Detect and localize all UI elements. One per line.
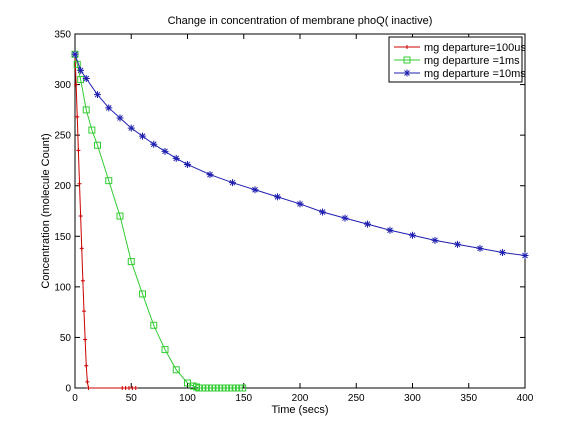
data-point — [79, 246, 84, 251]
x-tick-label: 350 — [460, 393, 477, 404]
data-point — [78, 214, 83, 219]
legend-label: mg departure =10ms — [424, 68, 526, 80]
y-tick-label: 300 — [54, 80, 71, 91]
data-point — [74, 82, 79, 87]
data-point — [80, 278, 85, 283]
data-point — [82, 106, 90, 114]
data-point — [75, 114, 80, 119]
data-point — [85, 379, 90, 384]
data-point — [251, 186, 259, 194]
x-tick-label: 100 — [179, 393, 196, 404]
chart-title: Change in concentration of membrane phoQ… — [168, 15, 433, 27]
data-point — [161, 147, 169, 155]
data-point — [86, 386, 91, 390]
data-point — [83, 337, 88, 342]
data-point — [454, 240, 461, 248]
data-point — [82, 309, 86, 314]
data-point — [94, 91, 101, 99]
y-tick-label: 350 — [54, 30, 71, 41]
data-point — [274, 193, 281, 201]
y-tick-label: 250 — [54, 131, 71, 142]
y-tick-label: 100 — [54, 282, 71, 293]
x-axis-label: Time (secs) — [271, 404, 328, 416]
y-tick-label: 50 — [60, 333, 72, 344]
data-point — [116, 114, 124, 122]
data-point — [184, 160, 191, 168]
x-tick-label: 0 — [72, 393, 78, 404]
data-point — [77, 181, 82, 186]
data-point — [172, 154, 180, 162]
data-point — [405, 45, 409, 49]
data-point — [127, 386, 131, 390]
data-point — [120, 386, 125, 390]
data-point — [229, 179, 236, 187]
x-tick-label: 250 — [348, 393, 365, 404]
data-point — [161, 346, 169, 354]
legend-label: mg departure=100us — [424, 42, 526, 54]
series-1 — [73, 52, 138, 390]
x-tick-label: 200 — [292, 393, 309, 404]
data-point — [364, 220, 371, 228]
y-tick-label: 150 — [54, 232, 71, 243]
x-tick-label: 150 — [235, 393, 252, 404]
x-tick-label: 400 — [517, 393, 534, 404]
data-point — [127, 258, 135, 266]
plot-area — [74, 33, 526, 389]
series-2 — [71, 50, 247, 392]
data-point — [76, 148, 81, 153]
data-point — [521, 252, 529, 260]
legend-label: mg departure =1ms — [424, 55, 520, 67]
data-point — [403, 56, 411, 64]
data-point — [133, 386, 138, 390]
data-point — [123, 386, 128, 390]
data-point — [403, 69, 411, 77]
data-point — [130, 386, 135, 390]
series-3 — [71, 50, 529, 260]
data-point — [77, 76, 85, 84]
x-tick-label: 50 — [126, 393, 138, 404]
data-point — [341, 214, 349, 222]
y-tick-label: 200 — [54, 181, 71, 192]
data-point — [88, 126, 96, 134]
data-point — [499, 248, 506, 256]
data-point — [431, 236, 439, 244]
series-layer — [71, 50, 529, 392]
data-point — [172, 366, 180, 374]
data-point — [139, 290, 146, 298]
data-point — [84, 363, 89, 368]
data-point — [105, 177, 113, 185]
data-point — [77, 66, 85, 74]
data-point — [116, 212, 124, 220]
data-point — [239, 384, 247, 392]
data-point — [139, 132, 146, 140]
data-point — [150, 321, 158, 329]
data-point — [319, 208, 326, 216]
data-point — [476, 244, 484, 252]
data-point — [409, 231, 416, 239]
data-point — [150, 140, 158, 148]
y-axis-ticks: 0 50 100 150 200 250 300 350 — [54, 30, 525, 395]
data-point — [206, 171, 214, 179]
x-axis-ticks: 0 50 100 150 200 250 300 350 400 — [72, 34, 534, 404]
data-point — [82, 75, 90, 83]
data-point — [71, 50, 79, 58]
y-axis-label: Concentration (molecule Count) — [40, 133, 52, 288]
data-point — [127, 124, 135, 132]
y-tick-label: 0 — [65, 384, 71, 395]
data-point — [296, 200, 304, 208]
data-point — [94, 141, 101, 149]
data-point — [386, 226, 394, 234]
x-tick-label: 300 — [404, 393, 421, 404]
data-point — [105, 104, 113, 112]
